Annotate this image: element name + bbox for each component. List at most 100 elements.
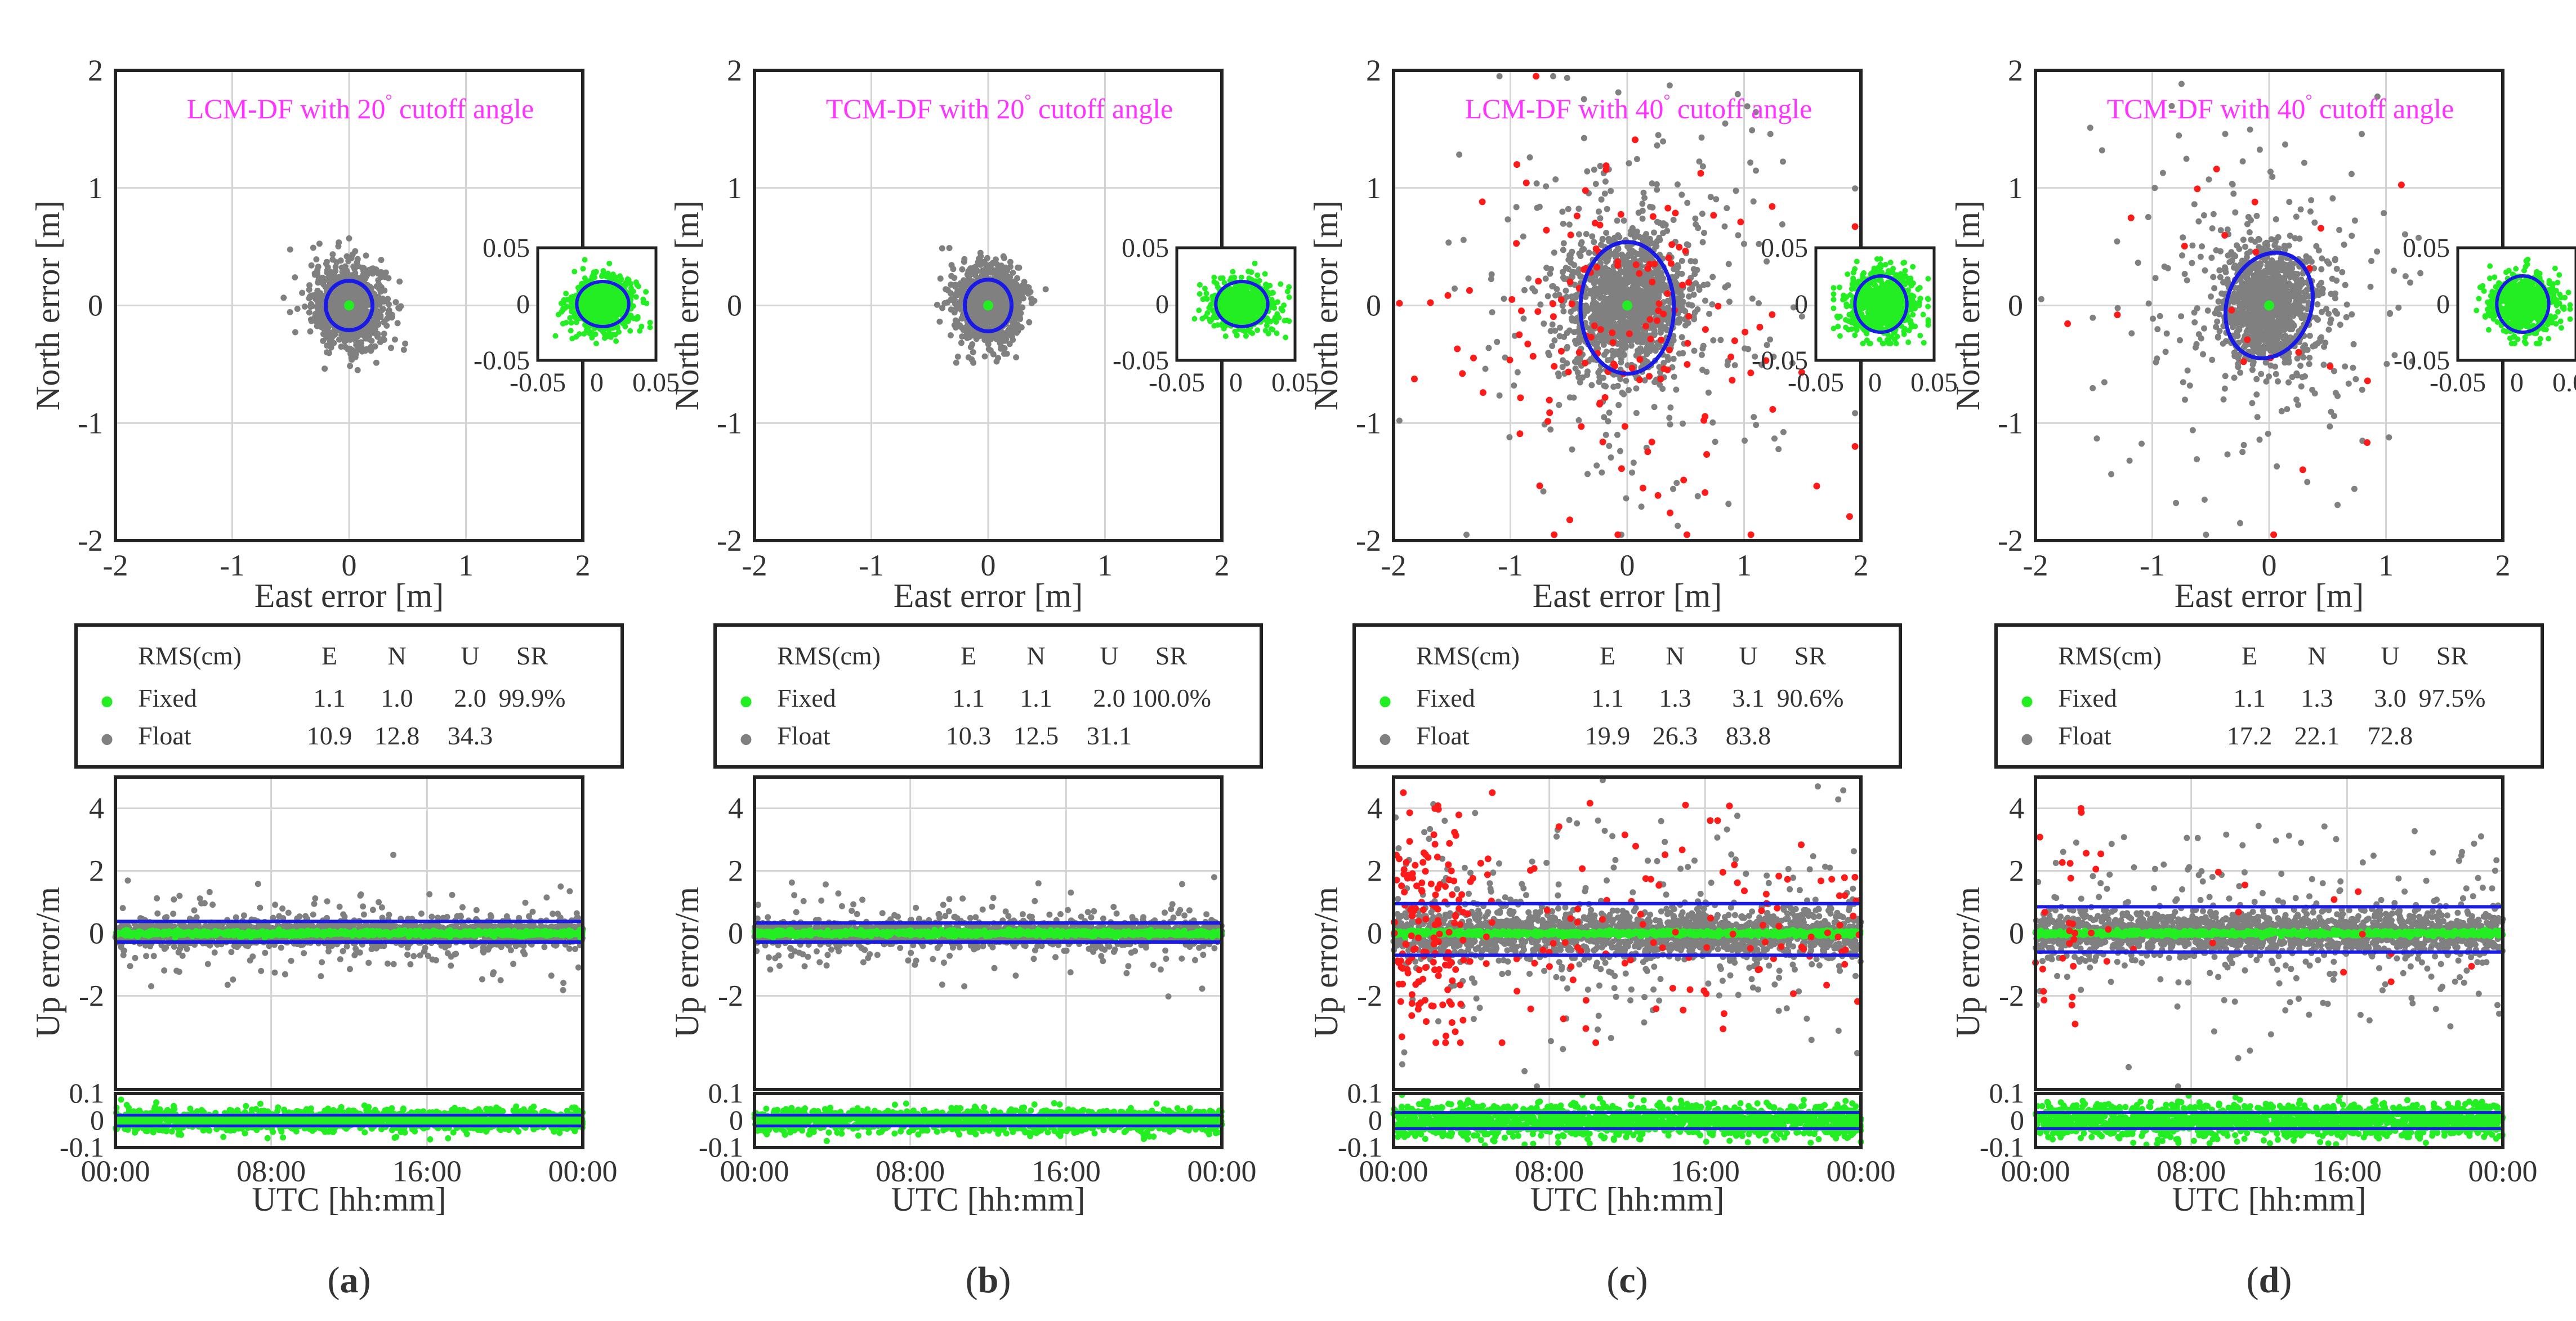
y-tick-label: 2 <box>88 53 103 87</box>
table-row-label: Fixed <box>777 684 836 712</box>
up-error-plot: 4 2 0 -2 Up error/m <box>29 775 586 1091</box>
fixed-legend-marker: • <box>2019 677 2035 727</box>
y-axis-label: North error [m] <box>668 200 706 410</box>
x-axis-label: East error [m] <box>1533 577 1722 614</box>
inset-y-tick-label: -0.05 <box>1752 346 1808 376</box>
table-value-cell: 3.1 <box>1732 684 1765 712</box>
table-value-cell: 10.9 <box>307 721 352 750</box>
horizontal-error-plot: -2 -1 0 1 2 2 1 0 -1 -2 East error [m] North error … <box>668 53 1319 614</box>
inset-x-tick-label: 0.05 <box>1271 368 1319 398</box>
y-tick-label: 4 <box>1367 792 1382 825</box>
float-points <box>2038 81 2424 538</box>
table-value-cell: 1.1 <box>2233 684 2266 712</box>
inset-frame <box>2456 246 2576 362</box>
y-tick-label: 0.1 <box>1347 1077 1383 1109</box>
y-tick-label: -2 <box>1998 524 2023 557</box>
panel-c: -2 -1 0 1 2 2 1 0 -1 -2 East error [m] North error … <box>1307 53 1958 1301</box>
table-value-cell: 100.0% <box>1131 684 1211 712</box>
fixed-inset-plot: -0.05 0 0.05 0.05 0 -0.05 <box>1113 233 1319 398</box>
y-tick-label: 0 <box>2009 917 2024 950</box>
x-tick-label: 08:00 <box>236 1154 306 1188</box>
y-tick-label: 1 <box>727 171 742 205</box>
y-tick-label: -0.1 <box>1980 1131 2024 1163</box>
table-header-cell: U <box>1739 641 1757 670</box>
horizontal-error-plot: -2 -1 0 1 2 2 1 0 -1 -2 East error [m] North error … <box>1307 53 1958 614</box>
y-tick-label: 2 <box>1366 53 1381 87</box>
y-axis-label: North error [m] <box>29 200 66 410</box>
rms-table: RMS(cm) E N U SR • Fixed 1.1 1.3 3.1 90.6% • Float 19… <box>1352 623 1902 769</box>
lower-frame <box>1392 1092 1863 1149</box>
panel-d: -2 -1 0 1 2 2 1 0 -1 -2 East error [m] North error … <box>1949 53 2576 1301</box>
x-tick-label: 00:00 <box>1359 1154 1428 1188</box>
table-header-cell: SR <box>1794 641 1827 670</box>
horizontal-error-plot: -2 -1 0 1 2 2 1 0 -1 -2 East error [m] North error … <box>1949 53 2576 614</box>
y-tick-label: 4 <box>89 792 104 825</box>
x-tick-label: -1 <box>859 548 884 582</box>
table-value-cell: 2.0 <box>454 684 486 712</box>
y-tick-label: -1 <box>1998 406 2023 440</box>
rms-table-frame <box>74 623 624 769</box>
x-tick-label: 08:00 <box>2157 1154 2226 1188</box>
fixed-up-points <box>1391 927 1864 941</box>
y-tick-label: 0 <box>89 917 104 950</box>
x-tick-label: 00:00 <box>720 1154 789 1188</box>
panel-title-suffix: cutoff angle <box>1032 93 1173 124</box>
up-frame <box>2034 775 2504 1091</box>
x-tick-label: 0 <box>981 548 996 582</box>
inset-x-tick-label: 0.05 <box>632 368 680 398</box>
lower-frame <box>753 1092 1224 1149</box>
x-tick-label: -1 <box>2140 548 2165 582</box>
x-tick-label: -1 <box>1498 548 1523 582</box>
inset-x-tick-label: 0.05 <box>1910 368 1958 398</box>
table-header-cell: U <box>2381 641 2399 670</box>
inset-x-tick-label: -0.05 <box>2430 368 2486 398</box>
y-tick-label: 0 <box>729 1104 743 1136</box>
y-tick-label: -0.1 <box>699 1131 743 1163</box>
inset-y-tick-label: 0 <box>1794 289 1808 319</box>
x-tick-label: -1 <box>220 548 245 582</box>
table-value-cell: 99.9% <box>499 684 566 712</box>
y-axis-label: North error [m] <box>1307 200 1345 410</box>
inset-frame <box>1175 246 1297 362</box>
x-tick-label: 2 <box>1215 548 1230 582</box>
y-tick-label: -0.1 <box>60 1131 104 1163</box>
rms-table: RMS(cm) E N U SR • Fixed 1.1 1.3 3.0 97.5% • Float 17… <box>1994 623 2544 769</box>
inset-error-ellipse <box>1853 274 1909 334</box>
y-axis-label: Up error/m <box>1949 887 1986 1038</box>
table-value-cell: 1.3 <box>2301 684 2333 712</box>
table-row-label: Float <box>777 721 831 750</box>
x-axis-label: UTC [hh:mm] <box>1530 1181 1725 1218</box>
inset-frame <box>1814 246 1936 362</box>
inset-error-ellipse <box>2495 274 2551 334</box>
panel-letter: (a) <box>328 1260 371 1301</box>
y-tick-label: 0 <box>728 917 743 950</box>
x-axis-label: East error [m] <box>255 577 444 614</box>
y-tick-label: 0 <box>90 1104 104 1136</box>
y-tick-label: -1 <box>717 406 742 440</box>
wrong-fix-up-points <box>2032 805 2475 1028</box>
panel-letter-value: b <box>978 1260 999 1301</box>
y-tick-label: -2 <box>718 979 743 1013</box>
error-ellipse <box>1578 240 1676 376</box>
y-tick-label: 0.1 <box>69 1077 105 1109</box>
y-tick-label: -1 <box>78 406 103 440</box>
inset-fixed-points <box>552 257 653 346</box>
y-tick-label: 1 <box>88 171 103 205</box>
y-tick-label: 0 <box>2010 1104 2024 1136</box>
y-tick-label: 1 <box>1366 171 1381 205</box>
x-tick-label: 1 <box>1736 548 1752 582</box>
table-value-cell: 1.0 <box>381 684 413 712</box>
table-row-label: Fixed <box>1416 684 1475 712</box>
table-row-label: Fixed <box>2058 684 2117 712</box>
x-tick-label: 2 <box>575 548 591 582</box>
panel-title-suffix: cutoff angle <box>392 93 534 124</box>
y-tick-label: 0 <box>1368 1104 1382 1136</box>
table-value-cell: 3.0 <box>2374 684 2407 712</box>
paren-open: ( <box>2247 1260 2259 1301</box>
y-tick-label: 4 <box>2009 792 2024 825</box>
inset-x-tick-label: 0 <box>2510 368 2524 398</box>
y-tick-label: 0.1 <box>1989 1077 2025 1109</box>
